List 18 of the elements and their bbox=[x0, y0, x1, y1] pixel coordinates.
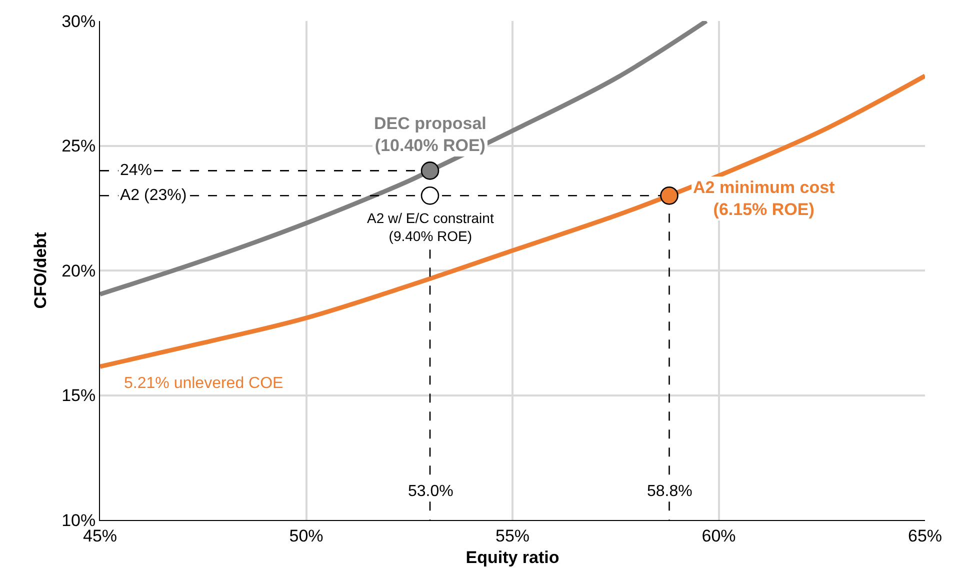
x-tick-label: 60% bbox=[702, 526, 736, 546]
annotation: A2 minimum cost (6.15% ROE) bbox=[693, 178, 836, 220]
annotation: 24% bbox=[120, 162, 152, 179]
annotation: 5.21% unlevered COE bbox=[124, 375, 284, 392]
y-tick-label: 25% bbox=[62, 136, 96, 156]
y-tick-label: 30% bbox=[62, 12, 96, 31]
x-tick-label: 50% bbox=[289, 526, 324, 546]
y-tick-label: 15% bbox=[62, 386, 96, 406]
y-tick-label: 20% bbox=[62, 261, 96, 280]
annotation: 53.0% bbox=[408, 483, 454, 500]
annotation: A2 w/ E/C constraint (9.40% ROE) bbox=[367, 210, 494, 244]
x-tick-label: 65% bbox=[908, 526, 942, 546]
x-axis-title: Equity ratio bbox=[466, 548, 560, 567]
annotation: DEC proposal (10.40% ROE) bbox=[374, 114, 486, 156]
y-axis-title: CFO/debt bbox=[31, 232, 50, 309]
annotation: A2 (23%) bbox=[120, 187, 187, 204]
annotation: 58.8% bbox=[647, 483, 692, 500]
x-tick-label: 55% bbox=[495, 526, 530, 546]
